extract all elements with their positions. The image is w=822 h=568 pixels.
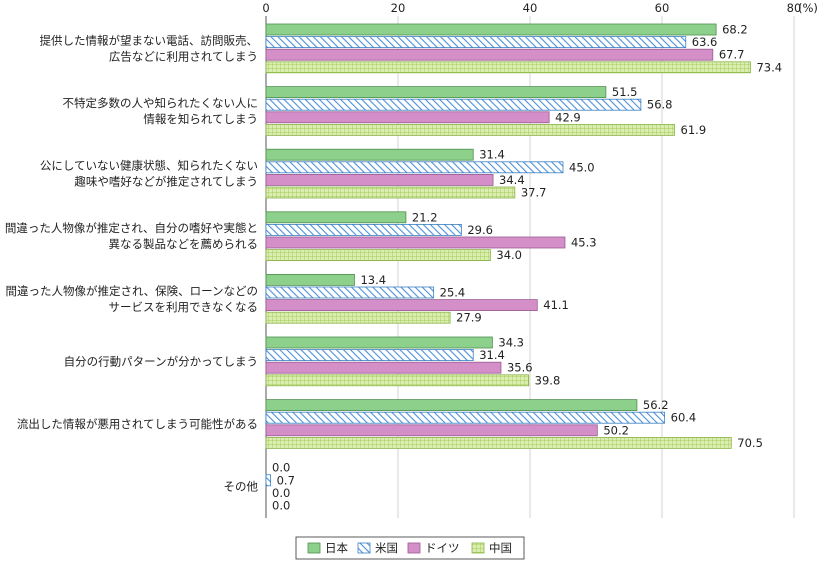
category-label: 自分の行動パターンが分かってしまう [64,354,258,368]
data-label: 25.4 [440,286,466,300]
data-label: 63.6 [692,35,718,49]
data-label: 41.1 [543,298,569,312]
bar [265,336,493,349]
bar [265,436,732,449]
tick-label: 40 [523,1,538,15]
bar [265,286,435,299]
bar [265,311,451,324]
bar [265,399,638,412]
unit-label: (%) [798,1,818,15]
data-label: 35.6 [507,361,533,375]
category-label: 情報を知られてしまう [143,112,258,126]
data-label: 39.8 [535,373,561,387]
bar [265,349,474,362]
bar [265,124,675,136]
data-label: 37.7 [521,186,547,200]
bar [265,211,407,224]
data-label: 42.9 [555,110,581,124]
data-label: 51.5 [612,85,638,99]
category-label: 間違った人物像が推定され、自分の嗜好や実態と [5,221,258,235]
data-label: 0.7 [277,473,295,487]
bar [265,223,462,236]
category-label: 公にしていない健康状態、知られたくない [40,159,258,173]
bar [265,173,494,186]
bar [265,48,714,61]
data-label: 31.4 [479,148,505,162]
bar [265,474,272,487]
data-label: 34.3 [498,336,524,350]
category-label: その他 [224,480,259,494]
category-label: 趣味や嗜好などが推定されてしまう [74,175,258,189]
bar [265,111,550,124]
bar [265,23,717,36]
bar [265,411,666,424]
data-label: 29.6 [467,223,493,237]
bar [265,361,502,374]
legend-swatch [307,542,321,554]
data-label: 61.9 [681,123,707,137]
legend-label: 日本 [325,541,348,555]
data-label: 50.2 [603,423,629,437]
bar [265,86,607,98]
tick-label: 60 [655,1,670,15]
tick-label: 80 [787,1,802,15]
bar [265,374,530,387]
legend-swatch [471,542,485,554]
bar [265,148,474,161]
category-label: 流出した情報が悪用されてしまう可能性がある [17,417,258,431]
data-label: 34.0 [496,248,522,262]
data-label: 73.4 [756,60,782,74]
data-label: 34.4 [499,173,525,187]
data-label: 13.4 [360,273,386,287]
bar [265,299,538,312]
data-label: 45.0 [569,160,595,174]
data-label: 27.9 [456,311,482,325]
legend-swatch [407,542,421,554]
data-label: 60.4 [671,411,697,425]
tick-label: 20 [391,1,406,15]
data-label: 56.2 [643,398,669,412]
bar [265,273,355,286]
category-label: 提供した情報が望まない電話、訪問販売、 [40,33,259,47]
legend-swatch [357,542,371,554]
tick-label: 0 [262,1,269,15]
data-label: 21.2 [412,210,438,224]
data-label: 0.0 [272,499,290,513]
data-label: 31.4 [479,348,505,362]
legend-label: 中国 [489,541,512,555]
bar [265,249,491,262]
data-label: 0.0 [272,486,290,500]
bar [265,36,687,48]
category-label: 間違った人物像が推定され、保険、ローンなどの [5,284,258,298]
bar [265,98,642,111]
bar [265,236,566,249]
bar [265,424,598,437]
bar [265,186,516,199]
bar [265,161,564,174]
data-label: 68.2 [722,23,748,37]
data-label: 45.3 [571,236,597,250]
legend-label: ドイツ [425,541,460,555]
data-label: 56.8 [647,98,673,112]
category-label: 異なる製品などを薦められる [109,237,259,251]
data-label: 67.7 [719,48,745,62]
legend-label: 米国 [375,541,398,555]
category-label: サービスを利用できなくなる [109,300,259,314]
category-label: 不特定多数の人や知られたくない人に [63,96,259,110]
category-label: 広告などに利用されてしまう [109,49,258,63]
data-label: 70.5 [737,436,763,450]
data-label: 0.0 [272,461,290,475]
bar [265,61,751,74]
